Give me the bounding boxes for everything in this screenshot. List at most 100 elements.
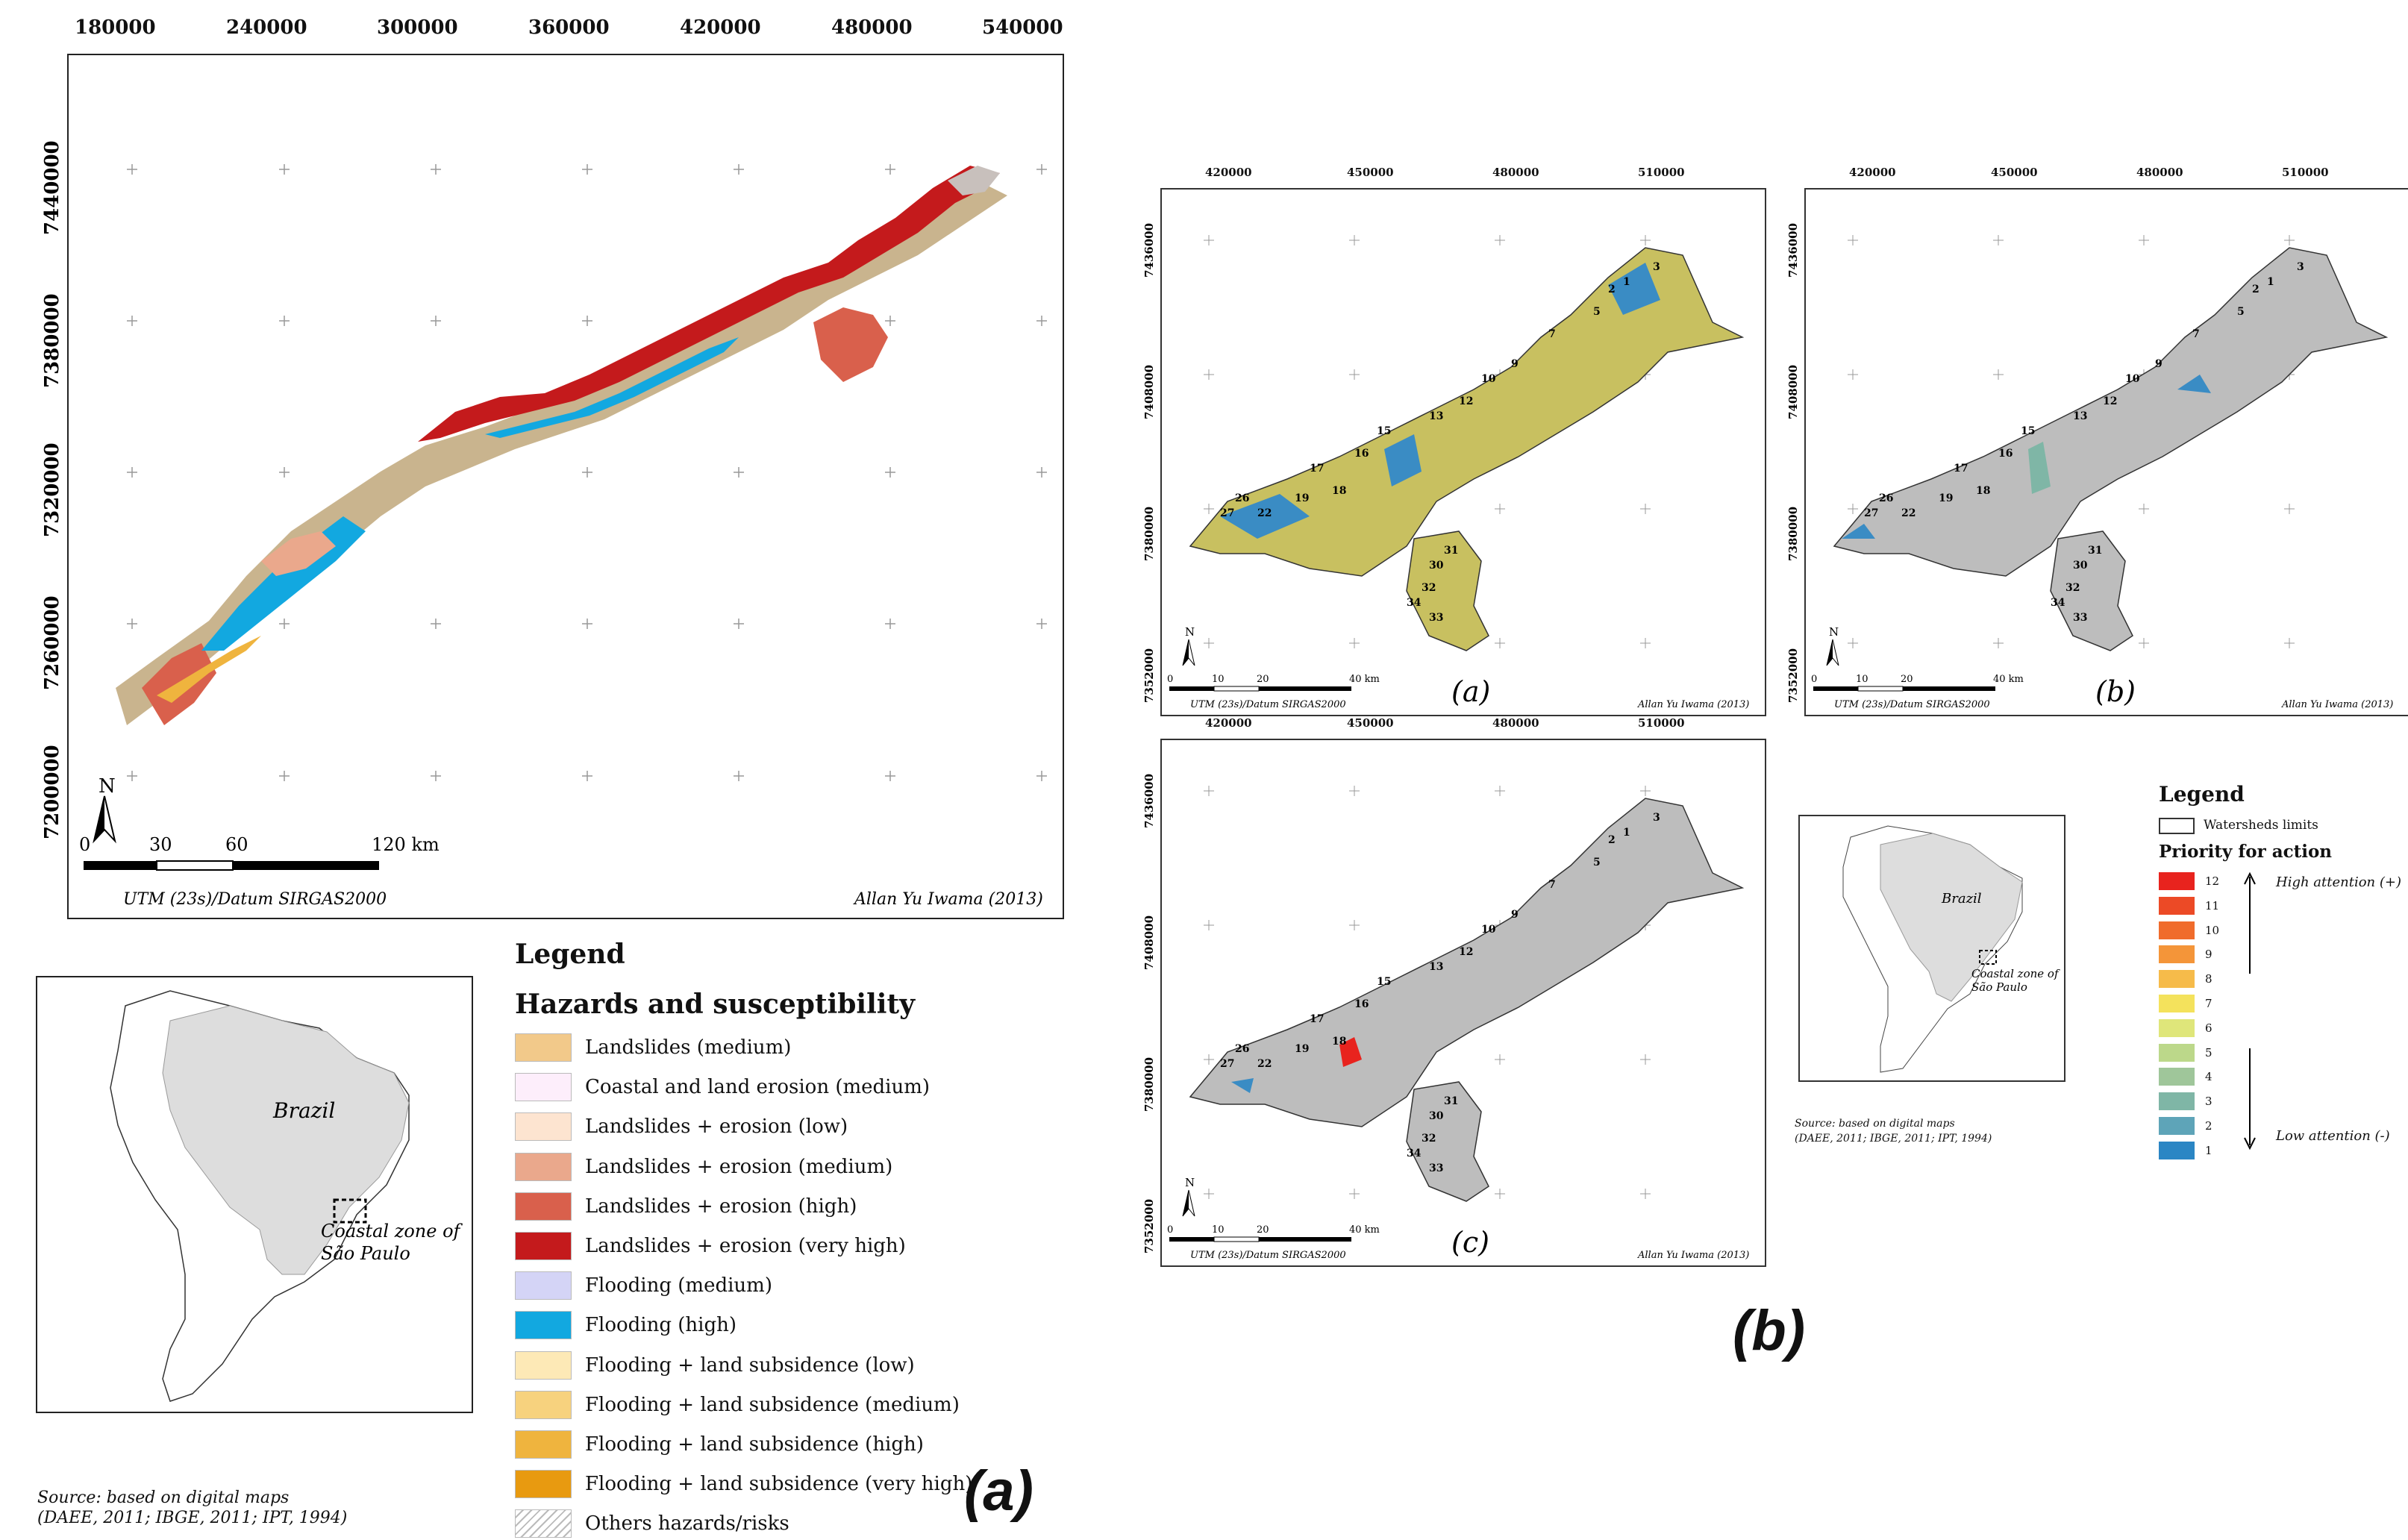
watershed-number: 26 — [1879, 492, 1893, 504]
priority-value: 3 — [2205, 1095, 2212, 1109]
legend-item: Landslides + erosion (high) — [515, 1190, 857, 1223]
source-line: Source: based on digital maps — [37, 1489, 290, 1507]
priority-swatch — [2159, 1141, 2195, 1159]
x-tick: 180000 — [75, 16, 156, 39]
high-attention-label: High attention (+) — [2276, 874, 2402, 890]
priority-swatch — [2159, 995, 2195, 1012]
priority-swatch — [2159, 1092, 2195, 1111]
scale-label: 20 — [1901, 674, 1913, 685]
priority-map: 7436000 7408000 7380000 7352000 N 0 10 20 40 km U… — [1786, 188, 2408, 716]
watershed-number: 7 — [1548, 328, 1556, 340]
legend-item: Landslides (medium) — [515, 1031, 791, 1064]
watershed-number: 5 — [2237, 306, 2245, 318]
legend-item: Flooding + land subsidence (high) — [515, 1428, 924, 1461]
inset-area-line1: Coastal zone of — [1971, 967, 2060, 980]
y-tick: 7352000 — [1786, 648, 1800, 703]
watershed-number: 26 — [1235, 492, 1249, 504]
legend-label: Landslides + erosion (medium) — [585, 1155, 893, 1178]
x-tick: 450000 — [1347, 716, 1394, 730]
x-tick: 480000 — [831, 16, 913, 39]
inset-country: Brazil — [272, 1098, 335, 1123]
panel-a-inset-map: Brazil Coastal zone of São Paulo — [36, 976, 473, 1413]
watershed-number: 2 — [1608, 284, 1616, 295]
watershed-number: 9 — [2155, 358, 2162, 370]
y-tick: 7408000 — [1142, 915, 1156, 970]
y-tick: 7380000 — [1142, 507, 1156, 561]
y-tick: 7380000 — [1786, 507, 1800, 561]
crs-label: UTM (23s)/Datum SIRGAS2000 — [123, 890, 387, 909]
watershed-number: 17 — [1310, 1013, 1324, 1025]
sub-map-label: (a) — [1451, 675, 1490, 708]
priority-title: Priority for action — [2159, 842, 2333, 862]
legend-swatch — [515, 1430, 572, 1459]
y-tick: 7436000 — [1142, 774, 1156, 828]
priority-swatch — [2159, 945, 2195, 964]
priority-level: 8 — [2159, 968, 2212, 990]
priority-value: 7 — [2205, 997, 2212, 1010]
priority-level: 9 — [2159, 943, 2212, 965]
watershed-number: 2 — [1608, 834, 1616, 846]
watershed-number: 27 — [1220, 507, 1234, 519]
y-tick: 7380000 — [41, 293, 63, 388]
legend-label: Flooding + land subsidence (very high) — [585, 1473, 973, 1496]
legend-label: Flooding + land subsidence (high) — [585, 1433, 924, 1456]
watershed-number: 15 — [1377, 976, 1391, 988]
watershed-number: 22 — [1257, 507, 1272, 519]
watershed-number: 18 — [1976, 485, 1990, 497]
author-label: Allan Yu Iwama (2013) — [2281, 699, 2393, 710]
scale-label: 10 — [1212, 674, 1225, 685]
crs-label: UTM (23s)/Datum SIRGAS2000 — [1190, 699, 1346, 710]
priority-value: 2 — [2205, 1119, 2212, 1133]
watershed-number: 30 — [2073, 560, 2088, 572]
watershed-number: 3 — [1653, 261, 1660, 273]
coastal-hazard-map — [116, 166, 1007, 725]
watershed-number: 34 — [2051, 597, 2065, 609]
legend-title: Legend — [515, 939, 625, 970]
x-tick: 420000 — [1849, 166, 1896, 179]
priority-level: 10 — [2159, 919, 2219, 942]
x-tick: 480000 — [2136, 166, 2183, 179]
watershed-number: 33 — [1429, 1162, 1443, 1174]
watershed-number: 17 — [1954, 463, 1968, 475]
priority-value: 6 — [2205, 1021, 2212, 1035]
watershed-number: 12 — [2103, 395, 2117, 407]
scale-bar: 0 30 60 120 km — [79, 834, 440, 871]
x-tick: 420000 — [680, 16, 761, 39]
priority-level: 1 — [2159, 1139, 2212, 1162]
watershed-number: 1 — [1623, 276, 1630, 288]
watershed-number: 5 — [1593, 306, 1601, 318]
watershed-number: 31 — [1444, 545, 1458, 557]
y-tick: 7260000 — [41, 595, 63, 690]
legend-swatch — [515, 1390, 572, 1419]
watershed-number: 31 — [2088, 545, 2102, 557]
x-tick: 480000 — [1492, 716, 1539, 730]
watershed-number: 10 — [2125, 373, 2140, 385]
priority-swatch — [2159, 872, 2195, 890]
priority-map: 7436000 7408000 7380000 7352000 N 0 10 20 40 km U… — [1142, 188, 1766, 716]
watershed-number: 17 — [1310, 463, 1324, 475]
watershed-number: 13 — [1429, 410, 1443, 422]
priority-swatch — [2159, 896, 2195, 915]
watershed-number: 3 — [1653, 812, 1660, 824]
x-tick: 420000 — [1205, 166, 1252, 179]
y-tick: 7408000 — [1142, 365, 1156, 419]
watershed-number: 19 — [1295, 1043, 1309, 1055]
watershed-number: 32 — [1422, 582, 1436, 594]
watershed-number: 12 — [1459, 395, 1473, 407]
source-refs: (DAEE, 2011; IBGE, 2011; IPT, 1994) — [37, 1509, 348, 1527]
low-attention-label: Low attention (-) — [2276, 1128, 2390, 1144]
scale-label: 0 — [1811, 674, 1817, 685]
watershed-number: 7 — [1548, 879, 1556, 891]
watershed-number: 30 — [1429, 1110, 1444, 1122]
legend-swatch — [515, 1152, 572, 1181]
scale-label: 0 — [1167, 1224, 1173, 1236]
priority-level: 3 — [2159, 1090, 2212, 1112]
watershed-number: 16 — [1354, 998, 1369, 1010]
watershed-number: 3 — [2297, 261, 2304, 273]
watershed-number: 33 — [1429, 612, 1443, 624]
watershed-label: Watersheds limits — [2204, 818, 2318, 833]
inset-country: Brazil — [1941, 891, 1982, 907]
x-tick: 240000 — [226, 16, 307, 39]
legend-label: Others hazards/risks — [585, 1512, 789, 1536]
panel-b-source-line: Source: based on digital maps — [1795, 1118, 1955, 1130]
